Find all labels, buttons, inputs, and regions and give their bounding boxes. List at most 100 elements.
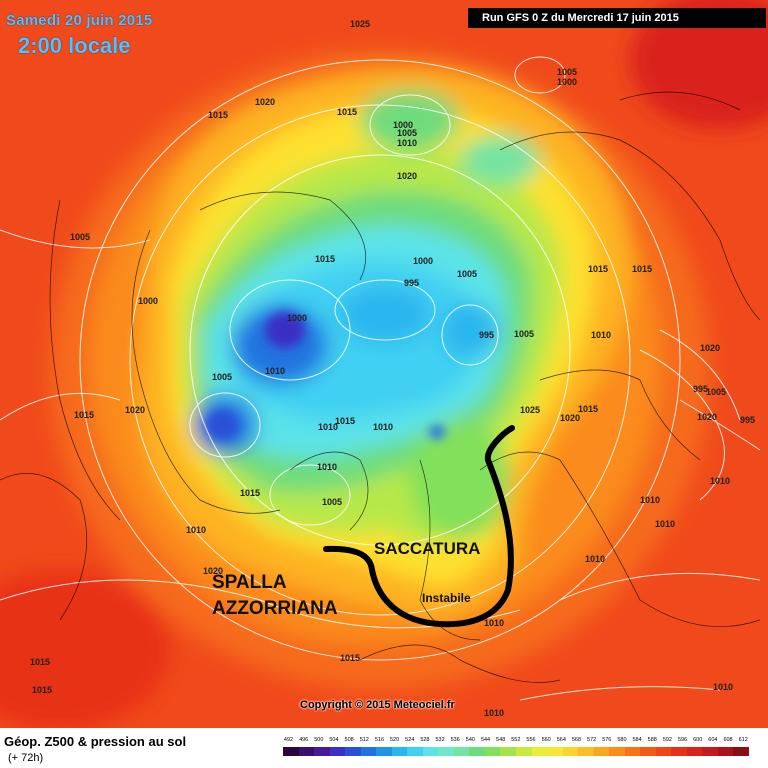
scale-tick-label: 596 — [677, 737, 688, 743]
color-scale — [283, 747, 749, 756]
scale-swatch — [609, 747, 625, 756]
scale-tick-label: 532 — [435, 737, 445, 743]
isobar-label: 1015 — [30, 657, 50, 667]
geopotential-map-canvas: 1025 1005 1000 1015 1020 1015 1000 1005 1010 1020… — [0, 0, 768, 728]
isobar-label: 1020 — [697, 412, 717, 422]
weather-map: 1025 1005 1000 1015 1020 1015 1000 1005 1010 1020… — [0, 0, 768, 728]
scale-swatch — [562, 747, 579, 756]
scale-tick-label: 560 — [541, 737, 551, 743]
isobar-label: 1015 — [337, 107, 357, 117]
scale-tick-label: 588 — [647, 737, 657, 743]
deep-lows — [206, 312, 445, 440]
scale-swatch — [484, 747, 501, 756]
scale-swatch — [671, 747, 687, 756]
isobar-label: 1020 — [255, 97, 275, 107]
isobar-label: 1020 — [700, 343, 720, 353]
isobar-label: 1000 — [138, 296, 158, 306]
scale-tick-label: 600 — [693, 737, 703, 743]
scale-tick-label: 508 — [344, 737, 354, 743]
scale-tick-label: 512 — [359, 737, 369, 743]
scale-tick-label: 504 — [329, 737, 339, 743]
scale-swatch — [422, 747, 439, 756]
scale-swatch — [733, 747, 749, 756]
isobar-label: 1010 — [186, 525, 206, 535]
isobar-label: 995 — [693, 384, 708, 394]
forecast-time: 2:00 locale — [18, 33, 131, 58]
isobar-label: 1015 — [588, 264, 608, 274]
scale-swatch — [547, 747, 563, 756]
scale-tick-label: 612 — [738, 737, 748, 743]
scale-swatch — [298, 747, 315, 756]
scale-tick-label: 556 — [526, 737, 536, 743]
scale-tick-label: 552 — [511, 737, 521, 743]
ridge-label-line2: AZZORRIANA — [212, 598, 338, 619]
scale-tick-label: 496 — [299, 737, 309, 743]
isobar-label: 1005 — [557, 67, 577, 77]
isobar-label: 1000 — [393, 120, 413, 130]
scale-swatch — [515, 747, 532, 756]
scale-swatch — [717, 747, 734, 756]
scale-tick-label: 500 — [314, 737, 324, 743]
isobar-label: 1015 — [632, 264, 652, 274]
scale-tick-label: 492 — [283, 737, 294, 743]
scale-swatch — [640, 747, 656, 756]
isobar-label: 1020 — [125, 405, 145, 415]
scale-swatch — [329, 747, 346, 756]
isobar-labels: 1025 1005 1000 1015 1020 1015 1000 1005 1010 1020… — [30, 19, 755, 718]
isobar-label: 1010 — [640, 495, 660, 505]
isobar-label: 1015 — [240, 488, 260, 498]
isobar-label: 1005 — [457, 269, 477, 279]
isobar-lines — [0, 56, 761, 701]
scale-swatch — [376, 747, 392, 756]
isobar-label: 1010 — [484, 708, 504, 718]
color-scale-ticks: 492 496 500 504 508 512 516 520 524 528 532 536 540 5… — [281, 737, 751, 747]
isobar-label: 1000 — [413, 256, 433, 266]
isobar-label: 1005 — [514, 329, 534, 339]
scale-tick-label: 580 — [617, 737, 627, 743]
isobar-label: 1010 — [397, 138, 417, 148]
scale-swatch — [345, 747, 361, 756]
isobar-label: 1010 — [318, 422, 338, 432]
isobar-label: 1025 — [350, 19, 370, 29]
isobar-label: 1015 — [335, 416, 355, 426]
scale-tick-label: 576 — [602, 737, 612, 743]
isobar-label: 1010 — [373, 422, 393, 432]
z500-color-field — [0, 0, 768, 728]
scale-tick-label: 520 — [390, 737, 400, 743]
isobar-label: 995 — [404, 278, 419, 288]
isobar-label: 1010 — [585, 554, 605, 564]
legend-bar: Géop. Z500 & pression au sol (+ 72h) 492… — [0, 728, 768, 768]
forecast-date: Samedi 20 juin 2015 — [6, 12, 153, 29]
scale-tick-label: 584 — [632, 737, 642, 743]
isobar-label: 1000 — [287, 313, 307, 323]
scale-swatch — [283, 747, 299, 756]
scale-tick-label: 572 — [587, 737, 597, 743]
isobar-label: 1015 — [315, 254, 335, 264]
scale-swatch — [702, 747, 718, 756]
scale-swatch — [593, 747, 610, 756]
scale-swatch — [655, 747, 672, 756]
scale-swatch — [314, 747, 330, 756]
scale-tick-label: 564 — [556, 737, 566, 743]
isobar-label: 1010 — [484, 618, 504, 628]
scale-swatch — [407, 747, 423, 756]
isobar-label: 1015 — [340, 653, 360, 663]
legend-subtitle: (+ 72h) — [8, 752, 44, 764]
isobar-label: 1010 — [591, 330, 611, 340]
isobar-label: 1015 — [208, 110, 228, 120]
trough-label: SACCATURA — [374, 539, 481, 558]
scale-tick-label: 568 — [571, 737, 582, 743]
scale-tick-label: 544 — [480, 737, 491, 743]
isobar-label: 1015 — [74, 410, 94, 420]
isobar-label: 1005 — [706, 387, 726, 397]
scale-swatch — [500, 747, 516, 756]
scale-tick-label: 524 — [405, 737, 415, 743]
isobar-label: 1020 — [397, 171, 417, 181]
ridge-label-line1: SPALLA — [212, 572, 287, 593]
isobar-label: 1015 — [578, 404, 598, 414]
isobar-label: 1010 — [655, 519, 675, 529]
isobar-label: 1005 — [322, 497, 342, 507]
trough-axis-line — [323, 425, 515, 628]
isobar-label: 1010 — [265, 366, 285, 376]
legend-title: Géop. Z500 & pression au sol — [4, 734, 187, 749]
